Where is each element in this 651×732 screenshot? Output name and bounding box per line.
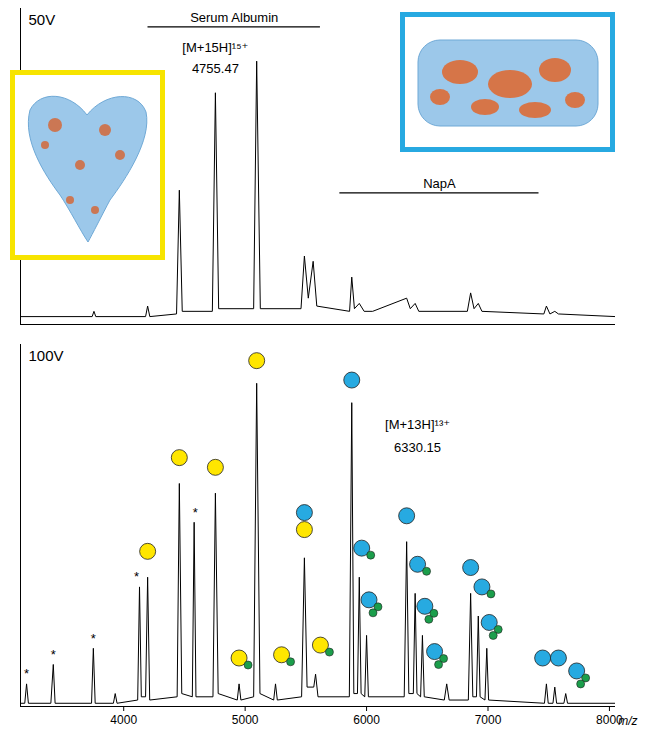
svg-text:Serum Albumin: Serum Albumin	[190, 10, 278, 25]
svg-text:50V: 50V	[29, 11, 56, 28]
svg-text:*: *	[91, 631, 96, 646]
svg-text:*: *	[134, 569, 139, 584]
svg-text:6330.15: 6330.15	[394, 440, 441, 455]
svg-text:8000: 8000	[596, 713, 623, 727]
svg-text:100V: 100V	[29, 347, 64, 364]
svg-text:5000: 5000	[232, 713, 259, 727]
svg-text:6000: 6000	[353, 713, 380, 727]
svg-text:*: *	[24, 666, 29, 681]
svg-text:[M+13H]¹³⁺: [M+13H]¹³⁺	[385, 417, 450, 432]
svg-text:4755.47: 4755.47	[192, 61, 239, 76]
svg-text:7000: 7000	[475, 713, 502, 727]
svg-text:*: *	[51, 647, 56, 662]
svg-text:[M+15H]¹⁵⁺: [M+15H]¹⁵⁺	[182, 40, 248, 55]
svg-text:m/z: m/z	[618, 714, 637, 728]
svg-text:*: *	[193, 505, 198, 520]
svg-text:4000: 4000	[110, 713, 137, 727]
svg-text:NapA: NapA	[423, 176, 456, 191]
